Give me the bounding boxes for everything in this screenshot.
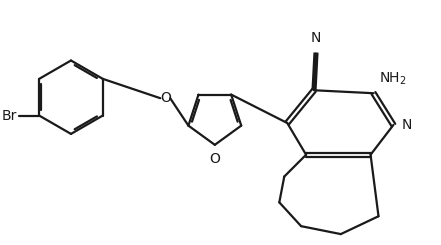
Text: O: O (160, 91, 171, 105)
Text: O: O (209, 152, 220, 166)
Text: N: N (311, 31, 321, 45)
Text: N: N (401, 118, 412, 132)
Text: NH$_2$: NH$_2$ (378, 71, 406, 87)
Text: Br: Br (2, 109, 17, 122)
